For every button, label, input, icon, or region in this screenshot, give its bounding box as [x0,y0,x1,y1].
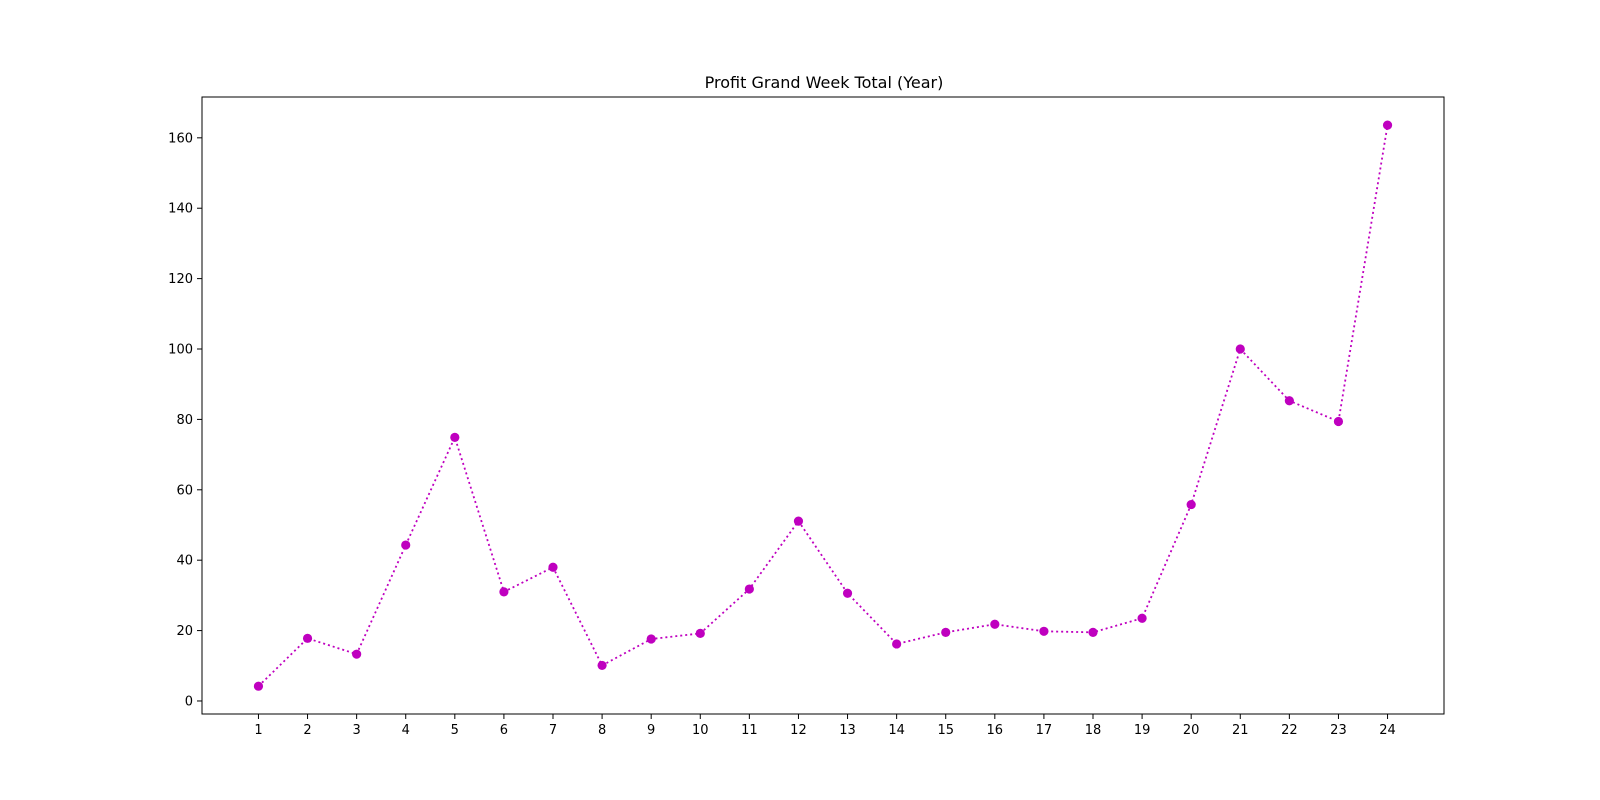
x-tick-label: 12 [790,723,807,738]
x-tick-label: 14 [888,723,905,738]
x-tick-label: 8 [598,723,606,738]
x-tick-label: 9 [647,723,655,738]
y-tick-label: 80 [176,413,193,428]
chart-title: Profit Grand Week Total (Year) [705,73,944,92]
data-point [793,516,804,526]
data-point [548,562,558,572]
x-tick-label: 21 [1232,723,1249,738]
data-point [646,634,656,644]
y-tick-label: 140 [168,202,193,217]
data-point [744,584,754,594]
x-tick-label: 2 [303,723,311,738]
x-tick-label: 20 [1183,723,1200,738]
x-tick-label: 11 [741,723,758,738]
x-tick-label: 22 [1281,723,1298,738]
data-point [597,660,607,671]
x-tick-label: 16 [987,723,1004,738]
y-tick-label: 60 [176,483,193,498]
data-point [1137,613,1147,623]
data-point [401,540,411,550]
x-tick-label: 4 [402,723,410,738]
x-tick-label: 23 [1330,723,1347,738]
data-point [695,628,705,638]
axes-frame [201,96,1445,715]
data-point [1235,344,1245,354]
x-tick-label: 6 [500,723,508,738]
data-point [302,633,313,643]
x-tick-label: 3 [352,723,360,738]
data-point [842,588,853,598]
data-point [253,681,264,691]
y-tick-label: 40 [176,554,193,569]
data-point [1039,626,1049,636]
data-point [1333,416,1344,427]
x-tick-label: 10 [692,723,709,738]
x-tick-label: 13 [839,723,856,738]
data-point [352,649,362,659]
x-tick-label: 1 [254,723,262,738]
data-point [941,627,951,637]
y-tick-label: 120 [168,272,193,287]
x-tick-label: 19 [1134,723,1151,738]
series-line [257,125,1389,687]
data-point [499,587,509,597]
data-point [450,432,460,442]
x-tick-label: 5 [451,723,459,738]
x-tick-label: 17 [1036,723,1053,738]
y-tick-label: 160 [168,131,193,146]
x-tick-label: 7 [549,723,557,738]
y-tick-label: 20 [176,624,193,639]
data-point [990,619,1000,629]
data-point [892,639,902,649]
data-point [1088,627,1098,637]
y-tick-label: 0 [185,694,193,709]
data-point [1186,499,1196,510]
y-tick-label: 100 [168,343,193,358]
data-point [1382,120,1393,130]
x-tick-label: 15 [937,723,954,738]
x-tick-label: 18 [1085,723,1102,738]
x-tick-label: 24 [1379,723,1396,738]
data-point [1284,396,1294,406]
